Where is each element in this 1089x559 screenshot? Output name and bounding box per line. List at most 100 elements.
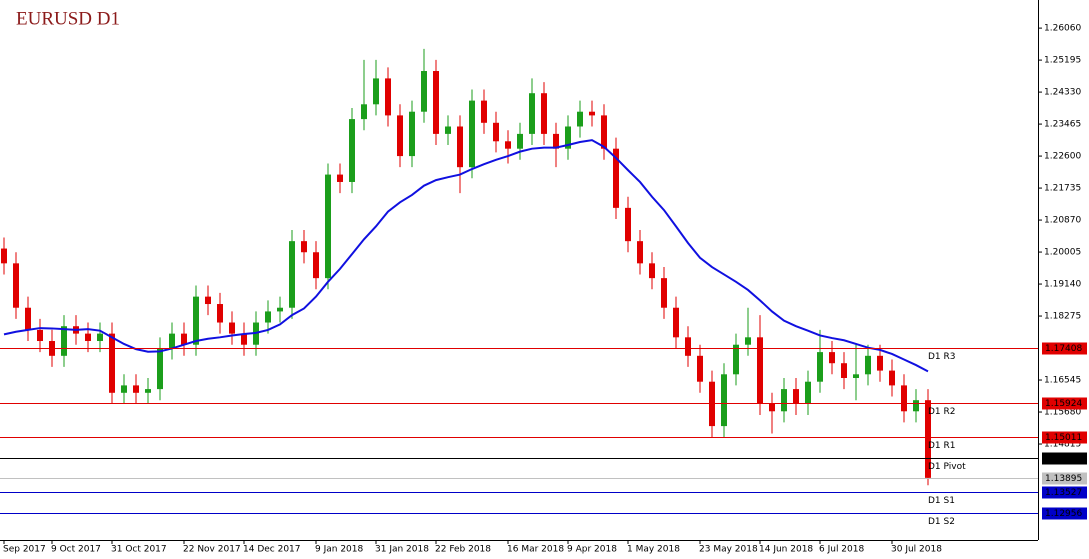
candle-body [613,148,619,208]
candle-body [313,252,319,279]
candle-body [85,333,91,342]
price-tag-label: 1.14440 [1045,454,1082,464]
candle-body [169,333,175,349]
level-label: D1 R2 [928,407,956,417]
candle-body [109,333,115,393]
candle-body [181,333,187,345]
candle-body [1,248,7,264]
price-tag [1042,397,1087,410]
candle-body [517,133,523,149]
y-tick-label: 1.25195 [1044,56,1081,66]
candle-body [541,93,547,134]
candle-body [13,263,19,308]
candle-body [481,100,487,123]
x-tick-label: 23 May 2018 [699,545,758,555]
candle-body [661,278,667,308]
x-tick-label: 31 Jan 2018 [375,545,429,555]
x-tick-label: 31 Oct 2017 [111,545,167,555]
candle-body [157,348,163,390]
candle-body [337,174,343,182]
price-tag-label: 1.13895 [1045,474,1082,484]
price-tag [1042,452,1087,465]
candle-body [565,126,571,149]
y-tick-label: 1.21735 [1044,184,1081,194]
candle-body [133,385,139,393]
candle-body [625,207,631,242]
level-label: D1 R1 [928,441,956,451]
candle-body [769,403,775,412]
x-tick-label: 14 Jun 2018 [759,545,813,555]
candle-body [805,381,811,404]
level-label: D1 S2 [928,517,955,527]
candle-body [925,400,931,478]
candle-body [853,374,859,378]
candle-body [145,389,151,393]
y-tick-label: 1.20005 [1044,248,1081,258]
candle-body [349,119,355,182]
y-tick-label: 1.23465 [1044,120,1081,130]
x-tick-label: 22 Nov 2017 [183,545,241,555]
y-tick-label: 1.20870 [1044,216,1081,226]
y-tick-label: 1.14815 [1044,440,1081,450]
price-tag [1042,507,1087,520]
candle-body [553,133,559,149]
candle-body [841,363,847,378]
y-tick-label: 1.24330 [1044,88,1081,98]
x-tick-label: 1 May 2018 [627,545,680,555]
price-tag [1042,431,1087,444]
level-label: D1 S1 [928,496,955,506]
candle-body [505,141,511,149]
y-tick-label: 1.19140 [1044,280,1081,290]
x-tick-label: 22 Feb 2018 [435,545,491,555]
level-label: D1 Pivot [928,462,966,472]
candle-body [229,322,235,334]
y-tick-label: 1.26060 [1044,24,1081,34]
candle-body [25,307,31,330]
candle-body [457,126,463,168]
y-tick-label: 1.16545 [1044,376,1081,386]
candle-body [385,78,391,116]
price-tag-label: 1.12956 [1045,509,1082,519]
candle-body [397,115,403,157]
candle-body [577,111,583,127]
candle-body [781,389,787,412]
candle-body [685,337,691,356]
candle-body [217,304,223,323]
candle-body [61,326,67,356]
level-label: D1 R3 [928,352,956,362]
candle-body [649,263,655,279]
price-tag-label: 1.17408 [1045,344,1082,354]
candle-body [361,104,367,120]
x-tick-label: 14 Dec 2017 [243,545,301,555]
y-tick-label: 1.18275 [1044,312,1081,322]
candle-body [901,385,907,412]
candle-body [265,311,271,323]
price-tag-label: 1.15011 [1045,433,1082,443]
candle-body [121,385,127,393]
moving-average [3,139,929,373]
candle-body [421,71,427,112]
candle-body [673,307,679,338]
candle-body [193,296,199,345]
price-tag-label: 1.15924 [1045,399,1082,409]
candle-body [733,344,739,375]
candle-body [37,329,43,342]
candle-body [757,337,763,404]
candle-body [817,352,823,382]
candle-body [829,352,835,364]
x-tick-label: 30 Jul 2018 [891,545,942,555]
candle-body [469,100,475,168]
candle-body [445,126,451,134]
candle-body [589,111,595,116]
candle-body [697,355,703,382]
price-tag [1042,486,1087,499]
price-tag [1042,472,1087,485]
x-tick-label: 6 Jul 2018 [819,545,864,555]
x-tick-label: 9 Apr 2018 [567,545,617,555]
candle-body [745,337,751,345]
candle-body [433,71,439,134]
candle-body [289,241,295,308]
y-tick-label: 1.15680 [1044,408,1081,418]
candle-body [97,333,103,342]
